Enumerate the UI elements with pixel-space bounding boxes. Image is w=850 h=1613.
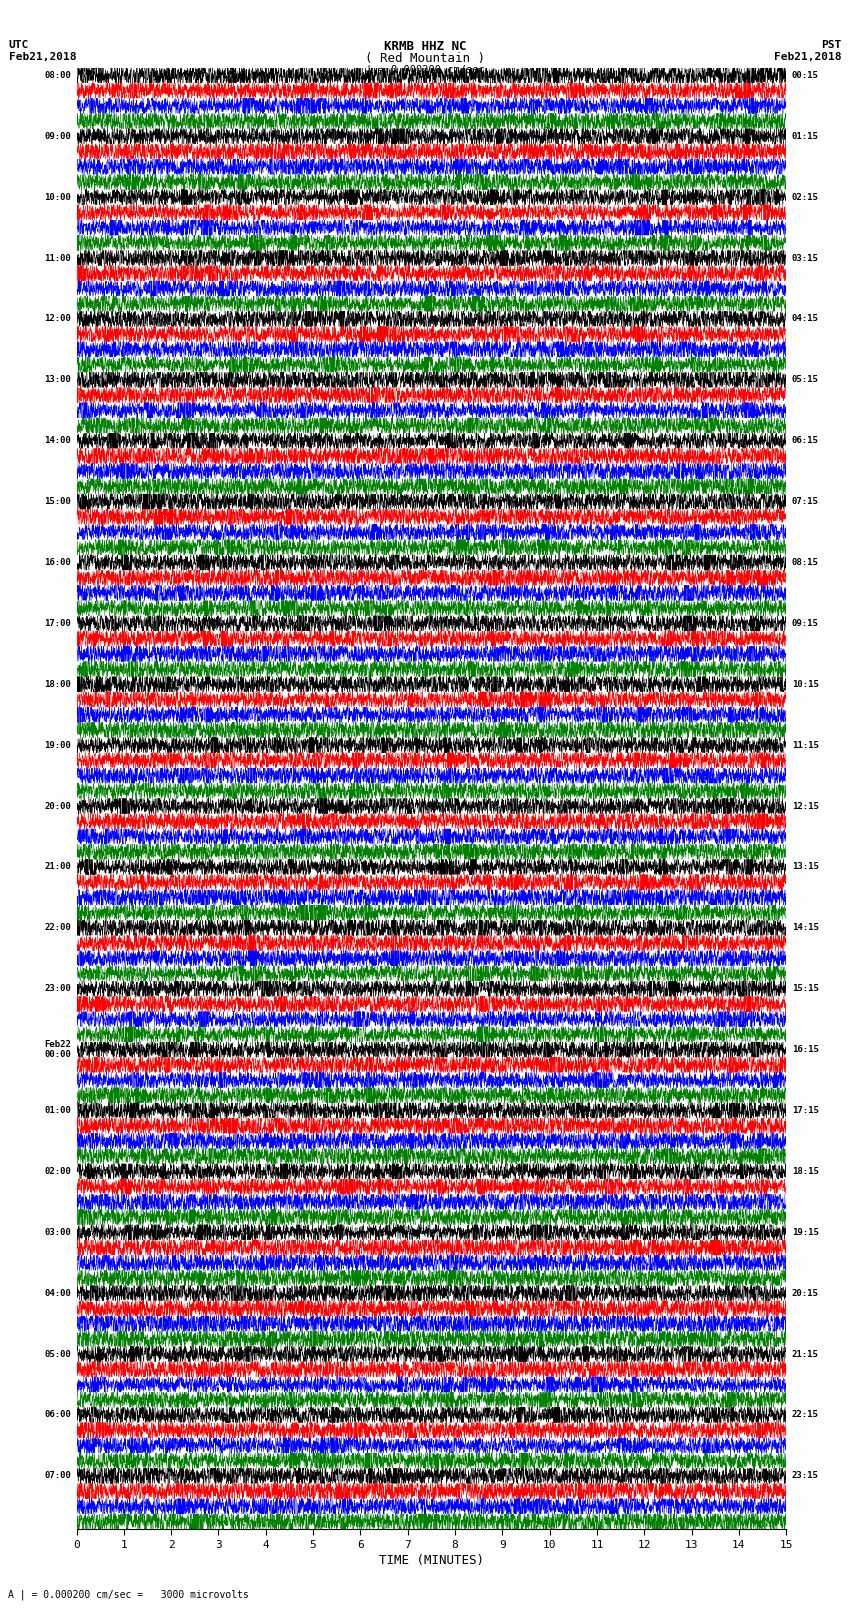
Text: 15:00: 15:00 (44, 497, 71, 506)
Text: 04:00: 04:00 (44, 1289, 71, 1298)
Text: 08:00: 08:00 (44, 71, 71, 81)
Text: 06:00: 06:00 (44, 1410, 71, 1419)
Text: 09:15: 09:15 (792, 619, 819, 627)
Text: 06:15: 06:15 (792, 436, 819, 445)
Text: 09:00: 09:00 (44, 132, 71, 140)
Text: 01:15: 01:15 (792, 132, 819, 140)
Text: KRMB HHZ NC: KRMB HHZ NC (383, 40, 467, 53)
Text: 05:00: 05:00 (44, 1350, 71, 1358)
Text: 23:15: 23:15 (792, 1471, 819, 1481)
Text: 14:15: 14:15 (792, 923, 819, 932)
Text: PST: PST (821, 40, 842, 50)
Text: A | = 0.000200 cm/sec =   3000 microvolts: A | = 0.000200 cm/sec = 3000 microvolts (8, 1589, 249, 1600)
Text: 13:15: 13:15 (792, 863, 819, 871)
Text: 00:15: 00:15 (792, 71, 819, 81)
Text: Feb22
00:00: Feb22 00:00 (44, 1040, 71, 1060)
Text: 20:00: 20:00 (44, 802, 71, 811)
Text: 08:15: 08:15 (792, 558, 819, 568)
Text: UTC: UTC (8, 40, 29, 50)
Text: Feb21,2018: Feb21,2018 (8, 52, 76, 61)
Text: 21:15: 21:15 (792, 1350, 819, 1358)
Text: 18:00: 18:00 (44, 679, 71, 689)
Text: 13:00: 13:00 (44, 376, 71, 384)
X-axis label: TIME (MINUTES): TIME (MINUTES) (379, 1553, 484, 1566)
Text: 10:00: 10:00 (44, 192, 71, 202)
Text: 23:00: 23:00 (44, 984, 71, 994)
Text: 21:00: 21:00 (44, 863, 71, 871)
Text: 11:00: 11:00 (44, 253, 71, 263)
Text: 12:15: 12:15 (792, 802, 819, 811)
Text: 01:00: 01:00 (44, 1107, 71, 1115)
Text: 07:15: 07:15 (792, 497, 819, 506)
Text: 22:00: 22:00 (44, 923, 71, 932)
Text: | = 0.000200 cm/sec: | = 0.000200 cm/sec (366, 65, 484, 76)
Text: 07:00: 07:00 (44, 1471, 71, 1481)
Text: 22:15: 22:15 (792, 1410, 819, 1419)
Text: 03:00: 03:00 (44, 1227, 71, 1237)
Text: Feb21,2018: Feb21,2018 (774, 52, 842, 61)
Text: 10:15: 10:15 (792, 679, 819, 689)
Text: 05:15: 05:15 (792, 376, 819, 384)
Text: 20:15: 20:15 (792, 1289, 819, 1298)
Text: 12:00: 12:00 (44, 315, 71, 324)
Text: 16:15: 16:15 (792, 1045, 819, 1055)
Text: 17:00: 17:00 (44, 619, 71, 627)
Text: 04:15: 04:15 (792, 315, 819, 324)
Text: 18:15: 18:15 (792, 1166, 819, 1176)
Text: 17:15: 17:15 (792, 1107, 819, 1115)
Text: 11:15: 11:15 (792, 740, 819, 750)
Text: 15:15: 15:15 (792, 984, 819, 994)
Text: 02:00: 02:00 (44, 1166, 71, 1176)
Text: 16:00: 16:00 (44, 558, 71, 568)
Text: 19:00: 19:00 (44, 740, 71, 750)
Text: ( Red Mountain ): ( Red Mountain ) (365, 52, 485, 65)
Text: 03:15: 03:15 (792, 253, 819, 263)
Text: 02:15: 02:15 (792, 192, 819, 202)
Text: 19:15: 19:15 (792, 1227, 819, 1237)
Text: 14:00: 14:00 (44, 436, 71, 445)
